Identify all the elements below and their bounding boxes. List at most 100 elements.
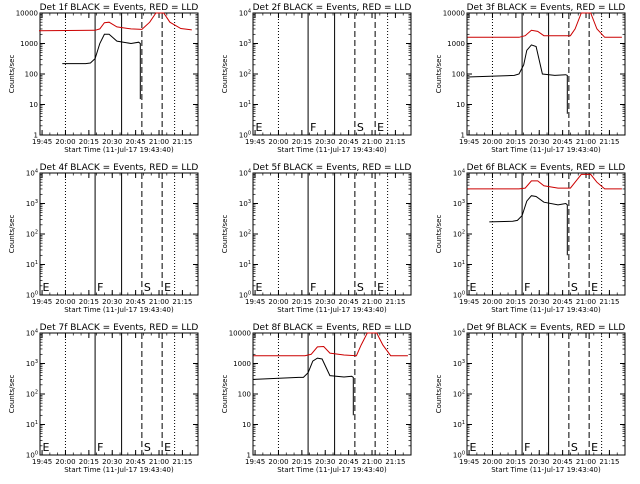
x-tick-label: 20:00 — [482, 298, 502, 306]
y-tick-label: 103 — [26, 359, 38, 368]
x-tick-label: 21:15 — [385, 298, 405, 306]
x-tick-label: 20:45 — [553, 138, 573, 146]
marker-label: E — [164, 281, 171, 294]
x-tick-label: 20:00 — [55, 458, 75, 466]
y-tick-label: 104 — [453, 169, 465, 178]
y-tick-label: 103 — [26, 199, 38, 208]
marker-label: S — [144, 441, 151, 454]
x-tick-label: 20:15 — [506, 298, 526, 306]
y-tick-label: 100 — [453, 291, 465, 300]
y-tick-label: 100 — [26, 451, 38, 460]
x-tick-label: 20:00 — [268, 138, 288, 146]
detector-panel-4: Det 4f BLACK = Events, RED = LLD 100 101 10… — [8, 163, 199, 314]
y-tick-label: 10000 — [443, 10, 465, 18]
x-tick-label: 20:45 — [553, 458, 573, 466]
y-axis-label: Counts/sec — [435, 55, 443, 94]
x-tick-label: 19:45 — [245, 458, 265, 466]
x-tick-label: 19:45 — [32, 458, 52, 466]
panel-title: Det 4f BLACK = Events, RED = LLD — [40, 163, 199, 173]
y-axis-label: Counts/sec — [221, 55, 229, 94]
x-tick-label: 21:00 — [362, 138, 382, 146]
y-axis-label: Counts/sec — [221, 215, 229, 254]
marker-label: S — [357, 121, 364, 134]
x-tick-label: 21:15 — [172, 138, 192, 146]
events-series-line — [62, 33, 141, 100]
panel-title: Det 9f BLACK = Events, RED = LLD — [467, 323, 626, 333]
lld-series-line — [467, 173, 622, 190]
lld-series-line — [38, 12, 192, 32]
detector-panel-5: Det 5f BLACK = Events, RED = LLD 100 101 10… — [221, 163, 412, 314]
x-tick-label: 21:15 — [172, 298, 192, 306]
marker-label: E — [256, 281, 263, 294]
x-tick-label: 19:45 — [245, 298, 265, 306]
y-tick-label: 104 — [453, 329, 465, 338]
panel-title: Det 1f BLACK = Events, RED = LLD — [40, 3, 199, 13]
lld-series-line — [467, 12, 622, 38]
x-tick-label: 21:00 — [149, 458, 169, 466]
y-tick-label: 100 — [239, 131, 251, 140]
marker-label: E — [164, 441, 171, 454]
y-tick-label: 10 — [242, 421, 251, 429]
y-tick-label: 101 — [239, 100, 251, 109]
marker-label: E — [43, 281, 50, 294]
marker-label: E — [591, 281, 598, 294]
marker-label: S — [571, 281, 578, 294]
y-tick-label: 102 — [453, 390, 465, 399]
panel-title: Det 6f BLACK = Events, RED = LLD — [467, 163, 626, 173]
y-tick-label: 10 — [29, 101, 38, 109]
y-tick-label: 10 — [456, 101, 465, 109]
marker-label: S — [144, 281, 151, 294]
y-tick-label: 101 — [239, 260, 251, 269]
y-tick-label: 1000 — [20, 40, 38, 48]
detector-panel-9: Det 9f BLACK = Events, RED = LLD 100 101 10… — [435, 323, 626, 474]
y-tick-label: 101 — [453, 420, 465, 429]
x-axis-label: Start Time (11-Jul-17 19:43:40) — [277, 306, 387, 314]
marker-label: S — [571, 441, 578, 454]
x-tick-label: 20:30 — [315, 298, 335, 306]
x-tick-label: 21:00 — [149, 298, 169, 306]
x-tick-label: 20:45 — [339, 298, 359, 306]
y-tick-label: 100 — [25, 71, 38, 79]
x-tick-label: 19:45 — [245, 138, 265, 146]
marker-label: F — [310, 281, 316, 294]
x-axis-label: Start Time (11-Jul-17 19:43:40) — [64, 306, 174, 314]
x-tick-label: 20:45 — [339, 138, 359, 146]
marker-label: F — [310, 121, 316, 134]
x-tick-label: 20:15 — [79, 458, 99, 466]
detector-panel-3: Det 3f BLACK = Events, RED = LLD 1 10 100 10… — [435, 3, 626, 154]
y-tick-label: 102 — [26, 390, 38, 399]
y-tick-label: 102 — [453, 230, 465, 239]
y-axis-label: Counts/sec — [8, 215, 16, 254]
x-tick-label: 20:45 — [339, 458, 359, 466]
y-tick-label: 103 — [239, 199, 251, 208]
x-tick-label: 21:00 — [362, 298, 382, 306]
y-tick-label: 102 — [26, 230, 38, 239]
y-axis-label: Counts/sec — [435, 375, 443, 414]
panel-title: Det 3f BLACK = Events, RED = LLD — [467, 3, 626, 13]
x-tick-label: 21:00 — [576, 298, 596, 306]
x-tick-label: 20:15 — [506, 458, 526, 466]
y-tick-label: 103 — [239, 39, 251, 48]
y-tick-label: 104 — [26, 329, 38, 338]
marker-label: F — [524, 281, 530, 294]
x-tick-label: 21:15 — [599, 298, 619, 306]
marker-label: E — [470, 441, 477, 454]
y-tick-label: 10000 — [16, 10, 38, 18]
x-axis-label: Start Time (11-Jul-17 19:43:40) — [277, 466, 387, 474]
x-tick-label: 21:15 — [172, 458, 192, 466]
x-tick-label: 21:15 — [599, 138, 619, 146]
x-tick-label: 20:30 — [102, 298, 122, 306]
y-tick-label: 100 — [238, 391, 251, 399]
x-tick-label: 21:00 — [362, 458, 382, 466]
panel-title: Det 5f BLACK = Events, RED = LLD — [253, 163, 412, 173]
y-tick-label: 101 — [26, 420, 38, 429]
x-axis-label: Start Time (11-Jul-17 19:43:40) — [491, 466, 601, 474]
marker-label: F — [524, 441, 530, 454]
x-axis-label: Start Time (11-Jul-17 19:43:40) — [64, 466, 174, 474]
x-tick-label: 19:45 — [459, 298, 479, 306]
marker-label: E — [377, 121, 384, 134]
events-series-line — [489, 195, 568, 256]
y-tick-label: 100 — [26, 291, 38, 300]
